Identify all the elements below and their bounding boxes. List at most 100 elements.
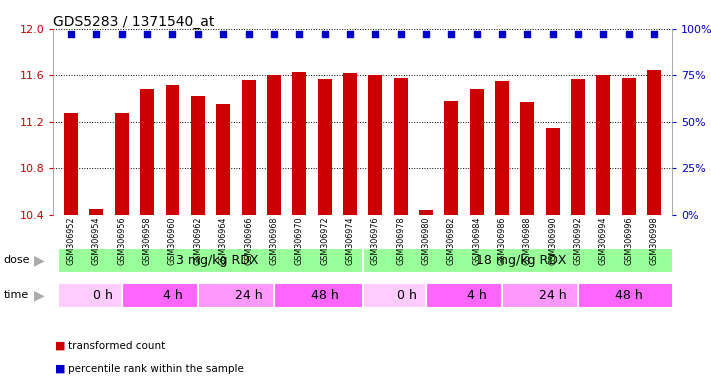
Point <box>141 31 153 38</box>
Bar <box>90 209 103 215</box>
Point <box>446 31 457 38</box>
Bar <box>114 113 129 215</box>
Bar <box>166 85 179 215</box>
Text: GSM306998: GSM306998 <box>650 217 658 265</box>
Point <box>192 31 203 38</box>
Bar <box>122 283 223 308</box>
Text: GSM306964: GSM306964 <box>219 217 228 265</box>
Point <box>471 31 482 38</box>
Text: GSM306986: GSM306986 <box>498 217 506 265</box>
Text: GSM306952: GSM306952 <box>67 217 75 265</box>
Text: 4 h: 4 h <box>467 289 486 302</box>
Point <box>420 31 432 38</box>
Bar <box>58 283 147 308</box>
Text: GSM306974: GSM306974 <box>346 217 355 265</box>
Point <box>648 31 660 38</box>
Point <box>547 31 558 38</box>
Text: GSM306958: GSM306958 <box>143 217 151 265</box>
Point <box>243 31 255 38</box>
Bar <box>622 78 636 215</box>
Point <box>65 31 77 38</box>
Text: GSM306962: GSM306962 <box>193 217 203 265</box>
Bar <box>198 283 299 308</box>
Bar <box>520 102 535 215</box>
Bar <box>274 283 375 308</box>
Bar <box>267 75 281 215</box>
Point <box>572 31 584 38</box>
Bar <box>140 89 154 215</box>
Text: GSM306982: GSM306982 <box>447 217 456 265</box>
Text: 4 h: 4 h <box>163 289 182 302</box>
Text: ■: ■ <box>55 364 66 374</box>
Bar <box>546 128 560 215</box>
Bar <box>318 79 331 215</box>
Bar <box>571 79 585 215</box>
Text: GSM306954: GSM306954 <box>92 217 101 265</box>
Text: GSM306978: GSM306978 <box>396 217 405 265</box>
Bar <box>597 75 611 215</box>
Bar <box>444 101 459 215</box>
Bar <box>363 248 680 273</box>
Bar <box>343 73 357 215</box>
Bar <box>502 283 604 308</box>
Point <box>370 31 381 38</box>
Text: GSM306976: GSM306976 <box>370 217 380 265</box>
Point <box>496 31 508 38</box>
Bar <box>58 248 375 273</box>
Point <box>522 31 533 38</box>
Point <box>116 31 127 38</box>
Point <box>91 31 102 38</box>
Bar <box>191 96 205 215</box>
Bar <box>419 210 433 215</box>
Point <box>294 31 305 38</box>
Text: 0 h: 0 h <box>397 289 417 302</box>
Text: GSM306994: GSM306994 <box>599 217 608 265</box>
Text: GSM306980: GSM306980 <box>422 217 430 265</box>
Bar <box>64 113 78 215</box>
Text: ▶: ▶ <box>34 288 45 302</box>
Point <box>218 31 229 38</box>
Text: GSM306968: GSM306968 <box>269 217 279 265</box>
Point <box>167 31 178 38</box>
Bar <box>470 89 483 215</box>
Bar <box>363 283 451 308</box>
Text: GSM306966: GSM306966 <box>244 217 253 265</box>
Bar <box>292 72 306 215</box>
Bar <box>394 78 407 215</box>
Text: ▶: ▶ <box>34 253 45 267</box>
Text: 0 h: 0 h <box>93 289 113 302</box>
Bar <box>578 283 680 308</box>
Text: GSM306996: GSM306996 <box>624 217 634 265</box>
Bar <box>495 81 509 215</box>
Text: dose: dose <box>4 255 30 265</box>
Bar <box>216 104 230 215</box>
Text: transformed count: transformed count <box>68 341 165 351</box>
Text: GSM306984: GSM306984 <box>472 217 481 265</box>
Text: 48 h: 48 h <box>615 289 643 302</box>
Point <box>268 31 279 38</box>
Text: GDS5283 / 1371540_at: GDS5283 / 1371540_at <box>53 15 215 29</box>
Point <box>344 31 356 38</box>
Point <box>395 31 406 38</box>
Text: GSM306990: GSM306990 <box>548 217 557 265</box>
Point <box>623 31 634 38</box>
Bar <box>368 75 383 215</box>
Bar <box>242 80 255 215</box>
Text: 18 mg/kg RDX: 18 mg/kg RDX <box>476 254 566 267</box>
Bar <box>647 70 661 215</box>
Text: 24 h: 24 h <box>235 289 262 302</box>
Text: percentile rank within the sample: percentile rank within the sample <box>68 364 243 374</box>
Text: GSM306960: GSM306960 <box>168 217 177 265</box>
Text: GSM306956: GSM306956 <box>117 217 127 265</box>
Text: ■: ■ <box>55 341 66 351</box>
Text: time: time <box>4 290 29 300</box>
Point <box>598 31 609 38</box>
Text: GSM306992: GSM306992 <box>574 217 582 265</box>
Text: GSM306988: GSM306988 <box>523 217 532 265</box>
Text: GSM306972: GSM306972 <box>320 217 329 265</box>
Text: GSM306970: GSM306970 <box>295 217 304 265</box>
Text: 3 mg/kg RDX: 3 mg/kg RDX <box>176 254 258 267</box>
Text: 48 h: 48 h <box>311 289 338 302</box>
Bar <box>426 283 528 308</box>
Text: 24 h: 24 h <box>539 289 567 302</box>
